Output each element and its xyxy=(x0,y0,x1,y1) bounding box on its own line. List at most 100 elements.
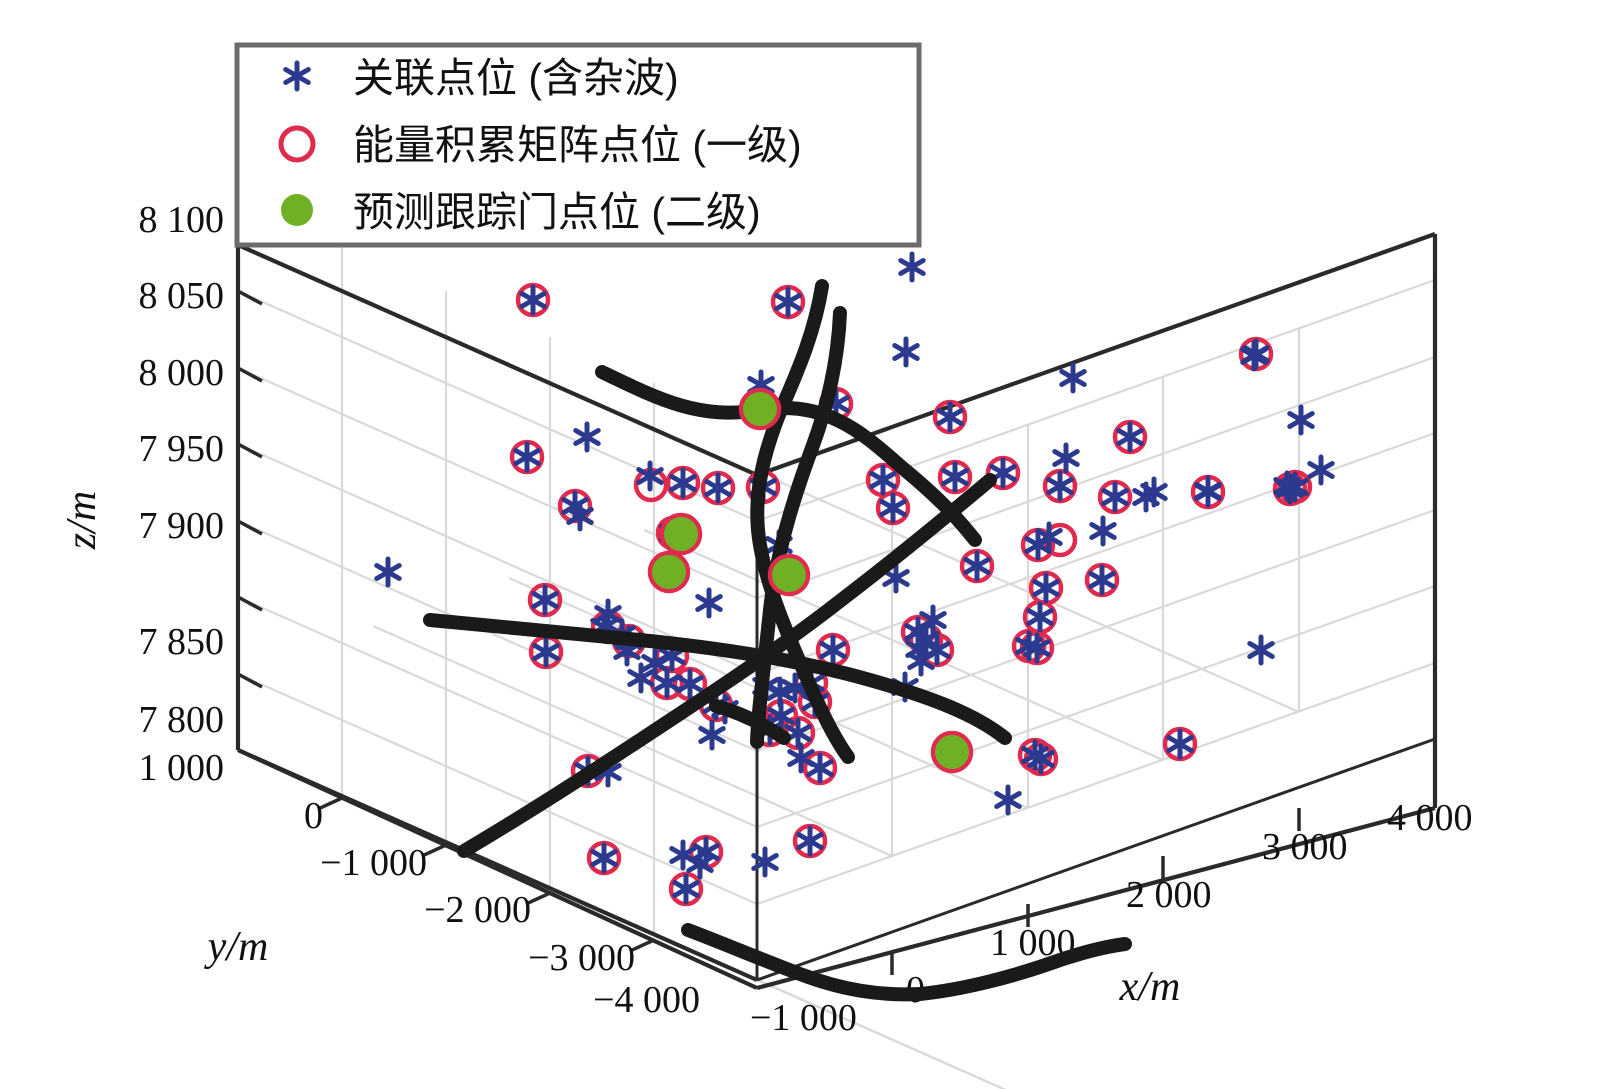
associated-point-marker xyxy=(1046,470,1074,502)
trajectory-curve-3 xyxy=(750,306,847,749)
associated-point-marker xyxy=(573,421,601,453)
axis-floor-front-edges xyxy=(237,748,1436,991)
y-tick-labels: 1 000 0 −1 000 −2 000 −3 000 −4 000 xyxy=(139,747,701,1021)
associated-point-marker xyxy=(907,645,935,677)
associated-point-marker xyxy=(676,668,704,700)
associated-point-marker xyxy=(590,842,618,874)
associated-point-marker xyxy=(994,784,1022,816)
legend-label-prediction: 预测跟踪门点位 (二级) xyxy=(353,189,761,235)
y-tick-label: −3 000 xyxy=(528,937,635,979)
trajectory-curves xyxy=(423,279,1132,1002)
associated-point-marker xyxy=(1059,362,1087,394)
associated-point-marker xyxy=(636,460,664,492)
legend-box[interactable]: 关联点位 (含杂波) 能量积累矩阵点位 (一级) 预测跟踪门点位 (二级) xyxy=(234,42,922,248)
associated-point-marker xyxy=(892,336,920,368)
associated-point-marker xyxy=(1132,481,1160,513)
associated-point-marker xyxy=(532,636,560,668)
floor-right-back-edge xyxy=(756,737,1436,982)
associated-point-marker xyxy=(941,461,969,493)
associated-point-marker xyxy=(1023,632,1051,664)
associated-point-marker xyxy=(806,752,834,784)
associated-point-marker xyxy=(1027,743,1055,775)
z-tick-label: 8 000 xyxy=(139,352,225,394)
associated-point-marker xyxy=(1247,634,1275,666)
associated-point-marker xyxy=(513,441,541,473)
associated-point-marker xyxy=(1194,475,1222,507)
prediction-point-ring xyxy=(930,730,974,774)
associated-point-marker xyxy=(819,634,847,666)
y-axis-title: y/m xyxy=(204,924,269,970)
trajectory-curve-6 xyxy=(681,923,1132,1002)
top-left-edge xyxy=(237,243,758,477)
y-axis-ticks xyxy=(317,796,655,953)
associated-point-marker xyxy=(1101,481,1129,513)
prediction-point-ring xyxy=(767,553,811,597)
associated-point-marker xyxy=(1088,564,1116,596)
associated-point-marker xyxy=(519,284,547,316)
trajectory-curve-4 xyxy=(423,613,1012,745)
prediction-point-ring xyxy=(647,550,691,594)
associated-point-marker xyxy=(882,562,910,594)
prediction-point-marker xyxy=(652,555,686,589)
legend-label-energy: 能量积累矩阵点位 (一级) xyxy=(353,122,802,168)
x-axis-title: x/m xyxy=(1119,964,1181,1010)
prediction-point-marker xyxy=(664,517,698,551)
associated-point-marker xyxy=(919,604,947,636)
associated-point-marker xyxy=(869,464,897,496)
x-tick-label: 2 000 xyxy=(1126,874,1212,916)
associated-point-marker xyxy=(669,839,697,871)
y-tick-label: 0 xyxy=(304,795,323,837)
associated-point-marker xyxy=(641,647,669,679)
associated-point-marker xyxy=(1032,572,1060,604)
associated-point-marker xyxy=(774,286,802,318)
open-circle-icon xyxy=(278,125,316,163)
legend-label-associated: 关联点位 (含杂波) xyxy=(353,55,679,101)
prediction-point-marker xyxy=(935,735,969,769)
x-tick-label: 3 000 xyxy=(1262,826,1348,868)
associated-point-marker xyxy=(1307,454,1335,486)
y-tick-label: −2 000 xyxy=(424,889,531,931)
x-tick-label: −1 000 xyxy=(750,997,857,1039)
x-tick-labels: −1 000 0 1 000 2 000 3 000 4 000 xyxy=(750,797,1473,1039)
associated-point-marker xyxy=(374,556,402,588)
associated-point-marker xyxy=(796,825,824,857)
z-axis-ticks xyxy=(237,289,263,689)
legend-item-associated[interactable]: 关联点位 (含杂波) xyxy=(283,55,679,101)
associated-point-marker xyxy=(1026,601,1054,633)
asterisk-icon xyxy=(283,60,311,92)
legend-item-prediction[interactable]: 预测跟踪门点位 (二级) xyxy=(281,189,761,235)
trajectory-curve-2 xyxy=(750,279,855,764)
z-tick-label: 7 800 xyxy=(139,699,225,741)
legend-item-energy[interactable]: 能量积累矩阵点位 (一级) xyxy=(278,122,802,168)
z-axis-title: z/m xyxy=(59,491,105,550)
associated-point-marker xyxy=(898,251,926,283)
z-tick-label: 8 050 xyxy=(139,275,225,317)
associated-point-marker xyxy=(1273,470,1301,502)
prediction-point-ring xyxy=(659,512,703,556)
z-tick-label: 7 900 xyxy=(139,505,225,547)
filled-circle-icon xyxy=(281,194,313,226)
prediction-point-marker xyxy=(772,558,806,592)
trajectory-curve-7 xyxy=(709,699,791,745)
associated-point-marker xyxy=(627,662,655,694)
x-axis-ticks xyxy=(890,808,1301,975)
x-tick-label: 4 000 xyxy=(1387,797,1473,839)
prediction-point-ring xyxy=(738,387,782,431)
y-tick-label: −4 000 xyxy=(593,979,700,1021)
associated-point-marker xyxy=(695,587,723,619)
associated-point-marker xyxy=(963,550,991,582)
associated-point-marker xyxy=(879,492,907,524)
associated-point-marker xyxy=(936,401,964,433)
prediction-point-marker xyxy=(743,392,777,426)
z-tick-label: 7 850 xyxy=(139,621,225,663)
associated-point-marker xyxy=(566,500,594,532)
associated-point-marker xyxy=(1287,404,1315,436)
y-tick-label: −1 000 xyxy=(320,842,427,884)
associated-point-marker xyxy=(1166,728,1194,760)
associated-point-marker xyxy=(1116,421,1144,453)
associated-point-marker xyxy=(669,467,697,499)
associated-point-marker xyxy=(531,584,559,616)
associated-point-marker xyxy=(1089,515,1117,547)
